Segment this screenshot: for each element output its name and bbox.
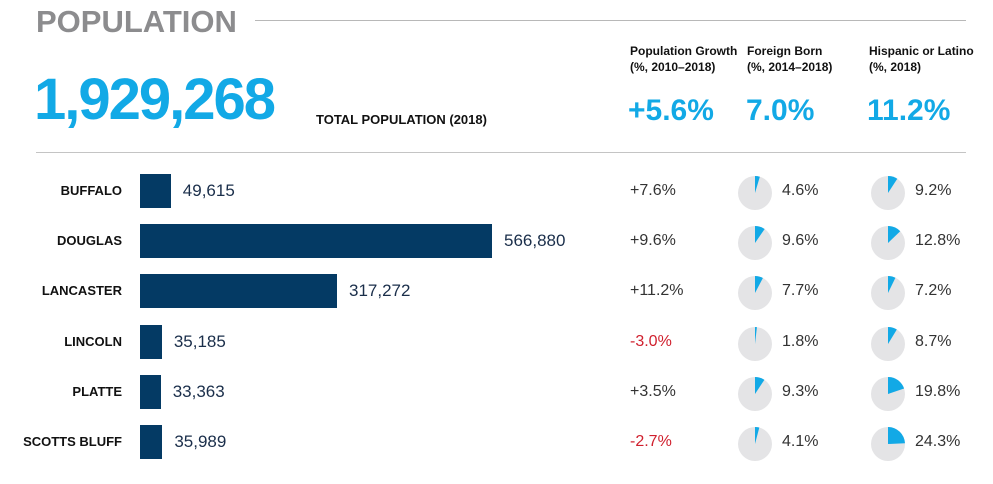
hispanic-heading-line1: Hispanic or Latino [869,44,974,58]
foreign-born-value: 4.1% [782,433,819,450]
population-bar [140,174,171,208]
hispanic-value: 9.2% [915,182,952,199]
county-label: SCOTTS BLUFF [23,434,122,449]
pie-slice [888,176,898,193]
growth-heading-line1: Population Growth [630,44,738,58]
hispanic-total-value: 11.2% [867,94,951,127]
growth-heading-line2: (%, 2010–2018) [630,60,716,74]
foreign-born-pie [738,376,772,411]
growth-value: +7.6% [630,182,676,199]
foreign-born-pie [738,226,772,261]
pie-slice [755,376,765,394]
population-value: 33,363 [172,381,225,401]
growth-total-value: +5.6% [628,94,714,127]
population-value: 317,272 [349,281,411,301]
foreign-born-value: 7.7% [782,282,819,300]
title-divider [255,20,966,21]
growth-heading: Population Growth (%, 2010–2018) [630,43,737,75]
foreign-born-value: 4.6% [782,182,819,199]
hispanic-heading-line2: (%, 2018) [869,60,922,74]
foreign-born-heading-line1: Foreign Born [747,44,823,58]
growth-value: -2.7% [630,433,672,450]
county-label: DOUGLAS [57,233,122,249]
total-population-label: TOTAL POPULATION (2018) [316,112,487,127]
pie-slice [888,326,897,344]
population-value: 35,185 [173,331,226,351]
hispanic-pie [871,276,905,311]
foreign-born-value: 1.8% [782,332,819,350]
pie-slice [755,226,765,244]
hispanic-value: 8.7% [915,332,952,350]
hispanic-pie [871,176,905,210]
population-value: 49,615 [182,181,235,200]
population-value: 566,880 [504,231,566,251]
pie-slice [755,427,760,444]
county-label: LANCASTER [41,283,122,299]
growth-value: +3.5% [630,382,676,400]
pie-slice [888,226,901,244]
growth-value: +9.6% [630,232,676,250]
hispanic-pie [871,226,905,261]
pie-slice [755,176,760,193]
county-label: LINCOLN [64,333,122,349]
population-bar [140,324,162,359]
population-bar [140,425,163,459]
foreign-born-pie [738,176,772,210]
hispanic-value: 7.2% [915,282,952,300]
hispanic-value: 19.8% [915,382,961,400]
hispanic-pie [871,326,905,361]
hispanic-value: 12.8% [915,232,961,250]
section-title: POPULATION [36,4,237,39]
total-population-value: 1,929,268 [34,67,276,132]
header-divider [36,152,966,153]
growth-value: -3.0% [630,332,672,350]
hispanic-pie [871,427,905,461]
foreign-born-heading-line2: (%, 2014–2018) [747,60,833,74]
pie-slice [755,326,757,344]
pie-slice [755,276,763,294]
foreign-born-value: 9.6% [782,232,819,250]
hispanic-pie [871,376,905,411]
foreign-born-pie [738,326,772,361]
foreign-born-heading: Foreign Born (%, 2014–2018) [747,43,832,75]
hispanic-value: 24.3% [915,433,961,450]
population-value: 35,989 [174,432,227,451]
growth-value: +11.2% [630,282,684,300]
pie-slice [888,376,905,394]
population-bar [140,274,337,309]
county-label: PLATTE [72,383,122,399]
hispanic-heading: Hispanic or Latino (%, 2018) [869,43,974,75]
foreign-born-value: 9.3% [782,382,819,400]
foreign-born-total-value: 7.0% [746,94,815,127]
population-bar [140,374,161,409]
foreign-born-pie [738,276,772,311]
county-label: BUFFALO [60,183,122,198]
foreign-born-pie [738,427,772,461]
pie-slice [888,276,896,294]
population-bar [140,224,492,259]
pie-slice [888,427,905,444]
